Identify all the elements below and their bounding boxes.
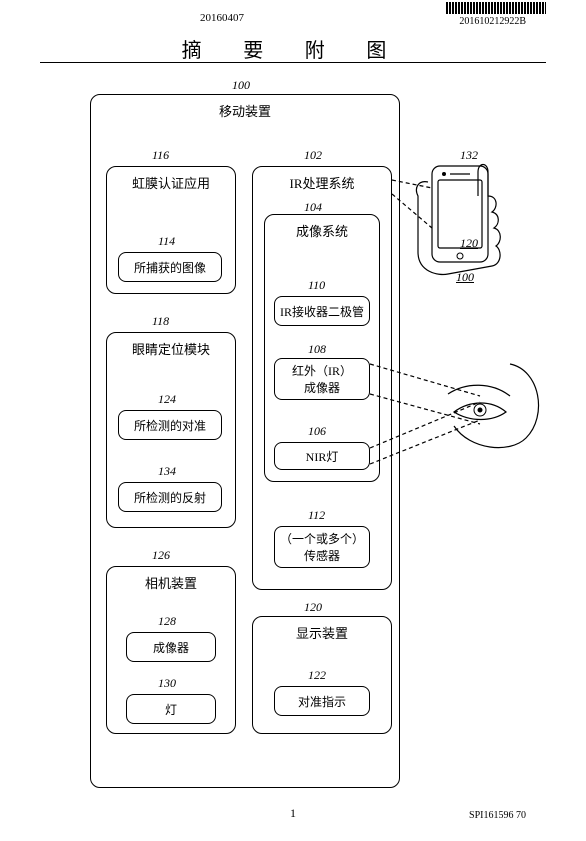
ref-r110: 110 — [308, 278, 325, 293]
eye-locator-box-label: 眼睛定位模块 — [107, 333, 235, 358]
ref-r114: 114 — [158, 234, 175, 249]
ir-receiver-box: IR接收器二极管 — [274, 296, 370, 326]
ref-r118: 118 — [152, 314, 169, 329]
header-pub-number: 201610212922B — [459, 16, 526, 27]
device-box-label: 移动装置 — [91, 95, 399, 120]
footer-code: SPI161596 70 — [469, 810, 526, 821]
ref-r104: 104 — [304, 200, 322, 215]
alignment-indicator-box: 对准指示 — [274, 686, 370, 716]
lamp-box: 灯 — [126, 694, 216, 724]
barcode — [446, 2, 546, 14]
captured-image-box: 所捕获的图像 — [118, 252, 222, 282]
ref-r134: 134 — [158, 464, 176, 479]
ref-r108: 108 — [308, 342, 326, 357]
ref-r112: 112 — [308, 508, 325, 523]
ir-imager-box: 红外（IR） 成像器 — [274, 358, 370, 400]
ref-r106: 106 — [308, 424, 326, 439]
ir-system-box-label: IR处理系统 — [253, 167, 391, 192]
ref-r132: 132 — [460, 148, 478, 163]
detected-alignment-box: 所检测的对准 — [118, 410, 222, 440]
page: 20160407 201610212922B 摘 要 附 图 移动装置虹膜认证应… — [0, 0, 586, 841]
title-rule — [40, 62, 546, 63]
ref-r124: 124 — [158, 392, 176, 407]
page-title: 摘 要 附 图 — [0, 34, 586, 63]
ref-r100b: 100 — [456, 270, 474, 285]
ref-r100: 100 — [232, 78, 250, 93]
ref-r116: 116 — [152, 148, 169, 163]
imager-box: 成像器 — [126, 632, 216, 662]
ref-r130: 130 — [158, 676, 176, 691]
ref-r128: 128 — [158, 614, 176, 629]
diagram: 移动装置虹膜认证应用所捕获的图像眼睛定位模块所检测的对准所检测的反射相机装置成像… — [40, 76, 546, 796]
ref-r120: 120 — [304, 600, 322, 615]
camera-box-label: 相机装置 — [107, 567, 235, 592]
ref-r126: 126 — [152, 548, 170, 563]
ref-r120b: 120 — [460, 236, 478, 251]
header-date: 20160407 — [200, 12, 244, 24]
detected-reflection-box: 所检测的反射 — [118, 482, 222, 512]
ref-r102: 102 — [304, 148, 322, 163]
nir-lamp-box: NIR灯 — [274, 442, 370, 470]
sensors-box: （一个或多个） 传感器 — [274, 526, 370, 568]
display-box-label: 显示装置 — [253, 617, 391, 642]
imaging-system-box-label: 成像系统 — [265, 215, 379, 240]
iris-app-box-label: 虹膜认证应用 — [107, 167, 235, 192]
ref-r122: 122 — [308, 668, 326, 683]
